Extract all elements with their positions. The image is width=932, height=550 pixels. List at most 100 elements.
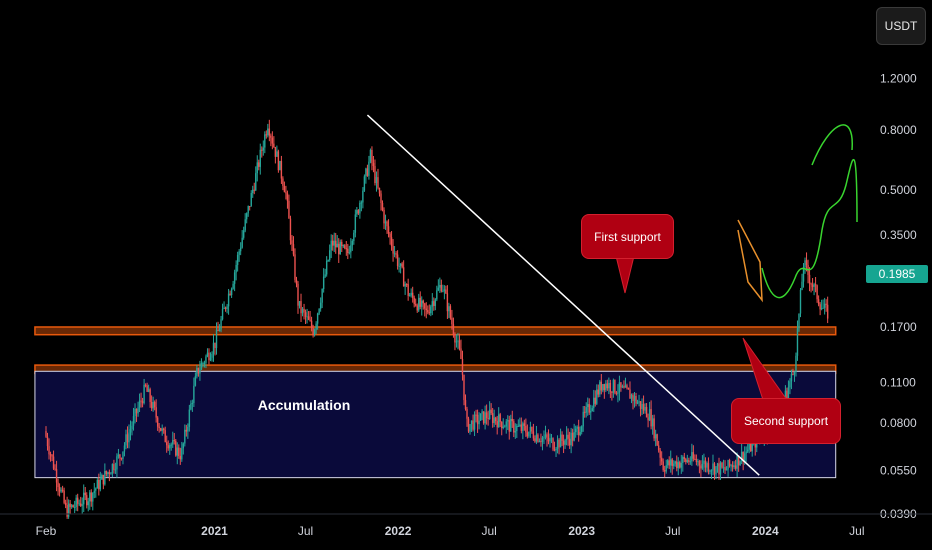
candle-body: [292, 244, 295, 255]
candle: [553, 441, 556, 452]
candle-body: [268, 128, 271, 136]
candle-body: [668, 460, 670, 466]
candle-body: [433, 301, 435, 306]
candle-body: [787, 387, 790, 399]
candle-body: [164, 430, 166, 443]
candle-body: [61, 489, 64, 491]
candle: [58, 483, 61, 497]
candle: [439, 277, 441, 293]
candle-body: [670, 459, 672, 466]
candle: [704, 457, 707, 473]
candle-body: [716, 463, 719, 467]
candle-body: [826, 304, 829, 319]
candle-body: [64, 502, 67, 505]
candle: [116, 453, 118, 478]
candle: [300, 293, 302, 322]
candle: [205, 354, 207, 369]
candle-body: [392, 245, 394, 254]
candle: [410, 288, 412, 298]
candle-body: [526, 432, 529, 437]
candle-body: [553, 449, 556, 451]
candle-body: [108, 472, 111, 475]
candle: [697, 458, 699, 467]
candle: [484, 405, 486, 430]
candle-body: [676, 461, 678, 469]
candle: [137, 401, 139, 417]
candle: [789, 378, 791, 395]
candle: [591, 405, 593, 412]
candle: [386, 220, 388, 234]
candle-body: [501, 421, 503, 428]
candle-body: [609, 382, 612, 392]
candle-body: [258, 162, 260, 167]
candle: [424, 302, 426, 317]
candle-body: [667, 460, 669, 466]
candle: [440, 279, 443, 293]
candle: [291, 235, 293, 251]
candle-body: [463, 374, 465, 401]
first-support-band: [34, 326, 837, 336]
candle-body: [688, 460, 690, 462]
candle: [368, 155, 370, 180]
candle-body: [175, 440, 177, 456]
candle-body: [316, 313, 319, 324]
candle-body: [635, 395, 637, 404]
candle: [389, 232, 391, 245]
candle: [516, 423, 518, 438]
candle: [129, 420, 132, 441]
currency-button[interactable]: USDT: [876, 7, 926, 45]
candle-body: [184, 429, 186, 444]
candle: [460, 339, 462, 360]
candle: [478, 412, 480, 430]
candle-body: [494, 417, 497, 422]
time-tick-label: 2023: [568, 524, 595, 538]
candle: [467, 416, 470, 433]
candle: [451, 309, 453, 330]
candle: [546, 432, 548, 447]
candle: [161, 424, 163, 436]
candle: [69, 499, 71, 514]
candle: [393, 246, 396, 258]
candle: [617, 384, 619, 403]
candle-body: [241, 237, 243, 248]
candle-body: [188, 409, 191, 427]
candle-body: [520, 424, 523, 431]
candle-body: [648, 409, 651, 421]
candle-body: [322, 276, 325, 289]
candle-body: [57, 482, 59, 488]
candle: [811, 278, 814, 291]
candle: [104, 463, 106, 486]
candle: [202, 361, 204, 368]
candle: [466, 406, 468, 427]
candle: [584, 406, 586, 418]
candle-body: [202, 362, 204, 364]
candle: [223, 301, 225, 310]
candle-body: [737, 455, 740, 466]
candle: [86, 492, 88, 509]
candle: [571, 428, 574, 447]
candle: [78, 499, 80, 507]
candle: [510, 414, 512, 432]
candle: [315, 321, 317, 335]
candle: [703, 453, 705, 472]
candle-body: [289, 218, 292, 241]
candle-body: [725, 469, 728, 471]
candle: [615, 390, 618, 396]
time-tick-label: 2024: [752, 524, 779, 538]
candle-body: [798, 313, 800, 329]
candle: [227, 288, 230, 315]
candle: [143, 378, 145, 405]
candle-body: [235, 264, 237, 273]
candle: [562, 434, 565, 454]
candle-body: [279, 160, 281, 171]
candle-body: [816, 285, 818, 300]
candle: [230, 287, 233, 298]
candle-body: [416, 305, 418, 311]
candle-body: [820, 308, 823, 310]
candle: [380, 190, 382, 211]
candle: [816, 284, 818, 303]
candle: [294, 248, 296, 283]
candle: [149, 387, 151, 408]
candle-body: [674, 461, 676, 464]
